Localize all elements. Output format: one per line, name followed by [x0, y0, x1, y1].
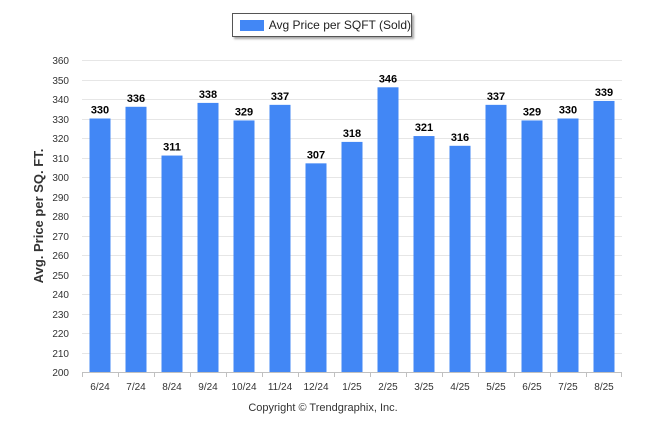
bar [377, 87, 399, 373]
x-tick-label: 7/24 [126, 382, 146, 393]
y-tick-label: 310 [52, 154, 69, 165]
y-tick-label: 250 [52, 271, 69, 282]
y-tick-label: 280 [52, 212, 69, 223]
bar-value-label: 329 [235, 106, 253, 118]
y-tick-label: 230 [52, 310, 69, 321]
bar [161, 155, 183, 372]
x-tick-label: 3/25 [414, 382, 434, 393]
data-labels: 330 336 311 338 329 337 307 318 346 321 316 337 329 3… [91, 73, 613, 161]
bar [593, 100, 615, 372]
legend-swatch [240, 19, 264, 31]
x-tick-label: 10/24 [231, 382, 256, 393]
bar-value-label: 307 [307, 149, 325, 161]
x-tick-label: 6/25 [522, 382, 542, 393]
bar-value-label: 339 [595, 87, 613, 99]
legend: Avg Price per SQFT (Sold) [232, 13, 412, 37]
bar-value-label: 337 [271, 91, 289, 103]
x-tick-label: 4/25 [450, 382, 470, 393]
bar-value-label: 337 [487, 91, 505, 103]
bar-value-label: 316 [451, 132, 469, 144]
y-tick-label: 300 [52, 173, 69, 184]
x-tick-label: 8/24 [162, 382, 182, 393]
bar [449, 145, 471, 372]
y-tick-label: 240 [52, 290, 69, 301]
y-axis-ticks: 200 210 220 230 240 250 260 270 280 290 300 310 320 3… [52, 56, 69, 379]
bar-value-label: 338 [199, 89, 217, 101]
x-tick-label: 5/25 [486, 382, 506, 393]
legend-label: Avg Price per SQFT (Sold) [268, 18, 411, 32]
y-tick-label: 220 [52, 329, 69, 340]
y-tick-label: 350 [52, 76, 69, 87]
y-tick-label: 270 [52, 232, 69, 243]
x-tick-label: 9/24 [198, 382, 218, 393]
x-tick-label: 12/24 [303, 382, 328, 393]
bar-value-label: 311 [163, 142, 181, 154]
y-tick-label: 320 [52, 134, 69, 145]
bar [557, 118, 579, 372]
bar [197, 102, 219, 373]
y-tick-label: 330 [52, 115, 69, 126]
y-tick-label: 340 [52, 95, 69, 106]
bars [89, 87, 615, 373]
x-tick-label: 2/25 [378, 382, 398, 393]
bar [485, 104, 507, 372]
copyright-text: Copyright © Trendgraphix, Inc. [248, 402, 398, 414]
bar [269, 104, 291, 372]
bar-value-label: 330 [91, 105, 109, 117]
y-tick-label: 260 [52, 251, 69, 262]
y-tick-label: 200 [52, 368, 69, 379]
bar-value-label: 318 [343, 128, 361, 140]
x-tick-label: 8/25 [594, 382, 614, 393]
bar [305, 163, 327, 372]
bar-value-label: 329 [523, 106, 541, 118]
bar [233, 120, 255, 372]
bar-value-label: 336 [127, 93, 145, 105]
bar [89, 118, 111, 372]
bar-value-label: 330 [559, 105, 577, 117]
bar [341, 141, 363, 372]
x-tick-label: 7/25 [558, 382, 578, 393]
bar [413, 136, 435, 372]
bar [125, 106, 147, 373]
x-tick-label: 11/24 [268, 382, 293, 393]
bar-value-label: 321 [415, 122, 433, 134]
y-tick-label: 210 [52, 349, 69, 360]
x-axis-ticks: 6/24 7/24 8/24 9/24 10/24 11/24 12/24 1/25 2/25 3… [82, 372, 622, 393]
y-tick-label: 360 [52, 56, 69, 67]
y-axis-title: Avg. Price per SQ. FT. [31, 149, 46, 284]
bar-value-label: 346 [379, 73, 397, 85]
bar [521, 120, 543, 372]
x-tick-label: 1/25 [342, 382, 362, 393]
x-tick-label: 6/24 [90, 382, 110, 393]
y-tick-label: 290 [52, 193, 69, 204]
